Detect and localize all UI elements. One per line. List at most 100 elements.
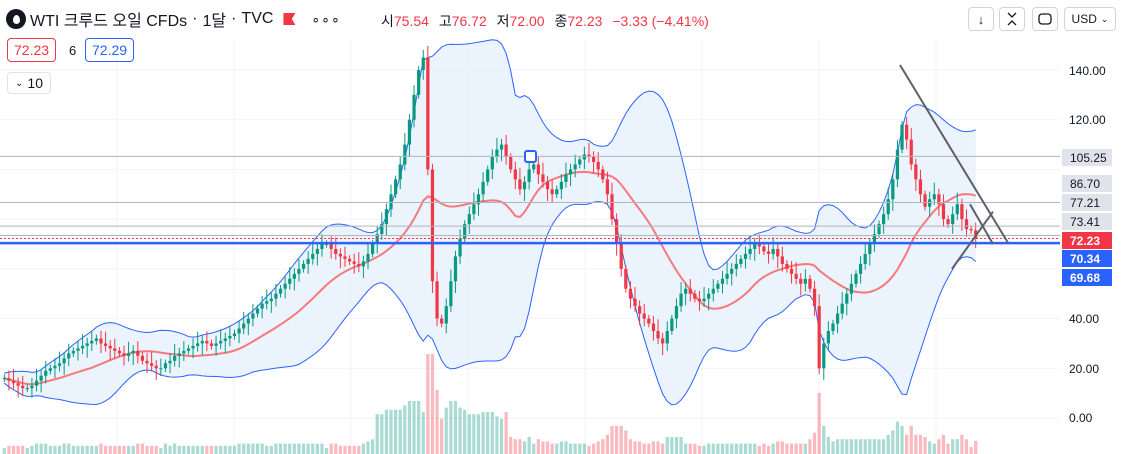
candle-body	[863, 253, 867, 264]
spread-value: 6	[69, 43, 77, 58]
volume-bar	[661, 443, 665, 454]
high-label: 고	[438, 13, 452, 29]
price-level-tag: 105.25	[1062, 149, 1112, 166]
candle-body	[481, 181, 485, 195]
candle-body	[895, 149, 900, 180]
collapse-button[interactable]	[999, 7, 1025, 31]
volume-bar	[338, 445, 342, 454]
arrow-down-icon: ↓	[977, 11, 985, 27]
volume-bar	[343, 445, 347, 454]
volume-bar	[476, 414, 481, 454]
candle-body	[67, 353, 71, 359]
candle-body	[366, 253, 370, 262]
candle-body	[845, 293, 849, 304]
oil-drop-icon	[6, 9, 26, 29]
candle-body	[605, 179, 610, 195]
price-level-tag: 77.21	[1062, 194, 1112, 211]
volume-bar	[67, 443, 71, 454]
candle-body	[223, 338, 227, 341]
buy-price-button[interactable]: 72.29	[85, 38, 135, 62]
volume-bar	[868, 439, 872, 454]
low-value: 72.00	[509, 13, 545, 29]
volume-bar	[246, 443, 250, 454]
candle-body	[518, 179, 522, 190]
download-button[interactable]: ↓	[968, 7, 994, 31]
fullscreen-icon	[1038, 13, 1052, 25]
volume-bar	[150, 445, 154, 454]
volume-bar	[504, 412, 508, 454]
volume-bar	[665, 437, 669, 454]
fullscreen-button[interactable]	[1032, 7, 1058, 31]
candle-body	[886, 199, 890, 215]
volume-bar	[642, 443, 646, 454]
volume-bar	[964, 439, 969, 454]
candle-body	[909, 139, 913, 165]
candle-body	[21, 385, 25, 389]
volume-bar	[140, 443, 145, 454]
candle-body	[200, 340, 204, 344]
candle-body	[849, 283, 854, 294]
volume-bar	[62, 443, 66, 454]
volume-bar	[900, 426, 904, 454]
volume-bar	[573, 443, 577, 454]
y-axis-tick: 40.00	[1069, 312, 1100, 326]
candle-body	[186, 348, 191, 351]
volume-bar	[886, 434, 890, 454]
volume-bar	[324, 448, 329, 454]
volume-bar	[463, 409, 467, 454]
candle-body	[499, 144, 504, 150]
candle-body	[730, 268, 734, 274]
volume-bar	[771, 443, 775, 454]
volume-bar	[799, 443, 803, 454]
volume-bar	[44, 443, 48, 454]
candle-body	[389, 194, 393, 210]
candle-body	[315, 248, 319, 254]
volume-bar	[186, 445, 191, 454]
close-value: 72.23	[567, 13, 603, 29]
candle-body	[90, 340, 94, 344]
indicators-count: 10	[27, 75, 43, 91]
candle-body	[831, 323, 835, 331]
volume-bar	[145, 445, 149, 454]
volume-bar	[16, 445, 20, 454]
volume-bar	[610, 426, 614, 454]
flag-icon[interactable]	[283, 13, 296, 25]
volume-bar	[587, 445, 591, 454]
currency-select[interactable]: USD ⌄	[1064, 7, 1116, 31]
volume-bar	[357, 445, 361, 454]
volume-bar	[292, 443, 296, 454]
chevron-down-icon: ⌄	[1100, 13, 1109, 24]
volume-bar	[840, 439, 844, 454]
volume-bar	[80, 445, 85, 454]
volume-bar	[499, 418, 504, 454]
volume-bar	[347, 445, 352, 454]
bollinger-upper-line	[4, 39, 976, 374]
volume-bar	[960, 434, 964, 454]
volume-bar	[458, 407, 462, 454]
candle-body	[71, 350, 75, 354]
more-options-icon[interactable]: ∘∘∘	[311, 10, 341, 27]
volume-bar	[633, 441, 637, 454]
sell-price-button[interactable]: 72.23	[7, 38, 57, 62]
symbol-header[interactable]: WTI 크루드 오일 CFDs · 1달 · TVC ∘∘∘	[6, 6, 341, 32]
volume-bar	[937, 439, 941, 454]
volume-bar	[711, 443, 715, 454]
volume-bar	[255, 443, 260, 454]
indicators-collapse-button[interactable]: ⌄ 10	[7, 72, 51, 94]
volume-bar	[430, 354, 435, 454]
candle-body	[283, 283, 287, 289]
volume-bar	[905, 434, 909, 454]
volume-bar	[306, 443, 310, 454]
last-price-tag: 72.23	[1062, 232, 1112, 249]
candle-body	[140, 355, 145, 361]
change-value: −3.33 (−4.41%)	[612, 13, 709, 29]
candle-body	[559, 181, 563, 190]
volume-bar	[624, 430, 628, 454]
volume-bar	[168, 445, 172, 454]
candle-body	[370, 244, 375, 254]
volume-bar	[30, 445, 34, 454]
volume-bar	[481, 412, 485, 454]
volume-bar	[453, 401, 458, 454]
volume-bar	[739, 443, 743, 454]
